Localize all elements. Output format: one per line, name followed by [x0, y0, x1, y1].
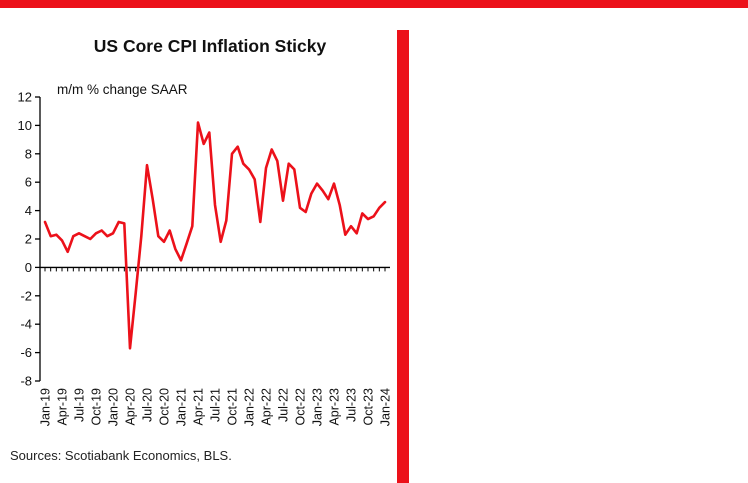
svg-text:Jul-21: Jul-21 — [209, 388, 223, 422]
svg-text:Jan-19: Jan-19 — [39, 388, 53, 426]
svg-text:4: 4 — [25, 203, 32, 218]
svg-text:Jul-20: Jul-20 — [141, 388, 155, 422]
svg-text:Jan-23: Jan-23 — [311, 388, 325, 426]
svg-text:Jan-24: Jan-24 — [379, 388, 393, 426]
svg-text:Jan-22: Jan-22 — [243, 388, 257, 426]
svg-text:8: 8 — [25, 146, 32, 161]
top-red-divider — [0, 0, 748, 8]
svg-text:Apr-21: Apr-21 — [192, 388, 206, 426]
svg-text:Oct-20: Oct-20 — [158, 388, 172, 426]
svg-text:Jan-20: Jan-20 — [107, 388, 121, 426]
svg-text:Apr-20: Apr-20 — [124, 388, 138, 426]
chart-title: US Core CPI Inflation Sticky — [93, 36, 327, 56]
svg-text:10: 10 — [18, 118, 32, 133]
svg-text:0: 0 — [25, 260, 32, 275]
right-red-divider — [397, 30, 409, 483]
svg-text:Oct-23: Oct-23 — [362, 388, 376, 426]
svg-text:Jul-22: Jul-22 — [277, 388, 291, 422]
svg-text:Apr-22: Apr-22 — [260, 388, 274, 426]
svg-text:Oct-19: Oct-19 — [90, 388, 104, 426]
svg-text:Oct-21: Oct-21 — [226, 388, 240, 426]
svg-text:Apr-19: Apr-19 — [56, 388, 70, 426]
svg-text:Jul-23: Jul-23 — [345, 388, 359, 422]
svg-text:6: 6 — [25, 175, 32, 190]
svg-text:Jul-19: Jul-19 — [73, 388, 87, 422]
svg-text:-8: -8 — [20, 374, 32, 389]
svg-text:-2: -2 — [20, 288, 32, 303]
svg-text:-4: -4 — [20, 317, 32, 332]
svg-text:2: 2 — [25, 232, 32, 247]
svg-text:12: 12 — [18, 90, 32, 105]
chart-source-note: Sources: Scotiabank Economics, BLS. — [10, 448, 232, 463]
svg-text:Oct-22: Oct-22 — [294, 388, 308, 426]
chart-axis-units-label: m/m % change SAAR — [57, 82, 188, 97]
svg-text:Jan-21: Jan-21 — [175, 388, 189, 426]
svg-text:Apr-23: Apr-23 — [328, 388, 342, 426]
svg-text:-6: -6 — [20, 345, 32, 360]
